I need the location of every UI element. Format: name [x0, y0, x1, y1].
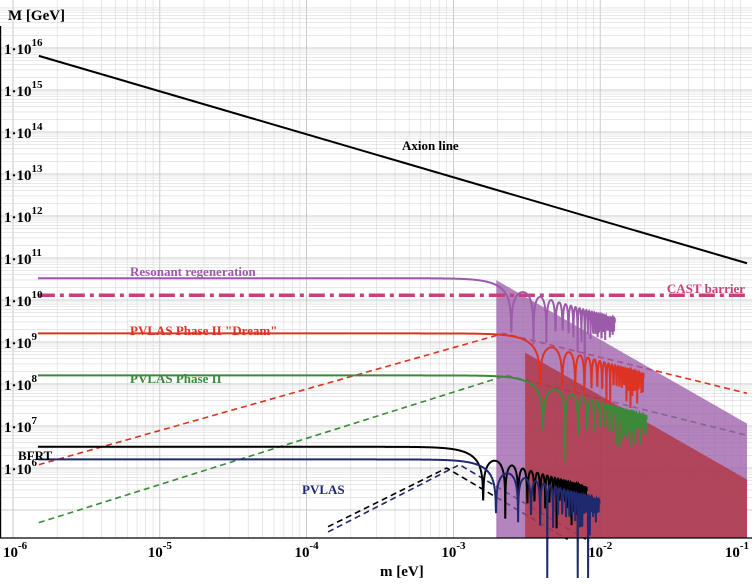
- x-tick-label: 10-5: [148, 540, 173, 561]
- series-label-pvlas-phase-ii: PVLAS Phase II: [130, 371, 222, 386]
- y-tick-label: 1·1016: [4, 37, 43, 58]
- x-tick-label: 10-1: [725, 540, 749, 561]
- y-tick-label-base: 1·10: [4, 168, 32, 184]
- series-label-cast-barrier: CAST barrier: [667, 281, 745, 296]
- y-tick-label-exponent: 8: [32, 373, 38, 385]
- y-tick-label-exponent: 14: [32, 121, 44, 133]
- plot-frame: [0, 26, 752, 539]
- series-label-axion-line: Axion line: [402, 138, 459, 153]
- x-tick-label-exponent: -2: [603, 540, 613, 552]
- y-tick-label: 1·109: [4, 331, 38, 352]
- y-tick-label-base: 1·10: [4, 42, 32, 58]
- x-tick-label: 10-2: [588, 540, 613, 561]
- y-tick-label-base: 1·10: [4, 210, 32, 226]
- y-tick-label-exponent: 15: [32, 79, 44, 91]
- x-tick-label-exponent: -5: [163, 540, 173, 552]
- x-tick-label-base: 10: [441, 545, 456, 561]
- x-tick-label: 10-3: [441, 540, 466, 561]
- x-tick-label-base: 10: [295, 545, 310, 561]
- y-tick-label-exponent: 7: [32, 415, 38, 427]
- series-line-pvlas: [37, 458, 601, 579]
- x-tick-label: 10-4: [295, 540, 320, 561]
- series-line-axion-line: [38, 54, 748, 265]
- x-tick-label-base: 10: [588, 545, 603, 561]
- y-tick-label-exponent: 11: [32, 247, 42, 259]
- y-tick-label: 1·1011: [4, 247, 42, 268]
- x-tick-label-base: 10: [3, 545, 18, 561]
- y-tick-label-exponent: 12: [32, 205, 44, 217]
- x-tick-label-base: 10: [148, 545, 163, 561]
- y-tick-label-base: 1·10: [4, 126, 32, 142]
- series-line-bfrt: [37, 445, 588, 529]
- series-label-bfrt: BFRT: [18, 448, 53, 463]
- y-tick-label-exponent: 9: [32, 331, 38, 343]
- x-tick-label-base: 10: [725, 545, 740, 561]
- x-axis-title: m [eV]: [380, 564, 424, 579]
- y-tick-label-base: 1·10: [4, 336, 32, 352]
- series-line-pvlas-phase-ii-dream: [37, 332, 645, 409]
- y-tick-label: 1·108: [4, 373, 38, 394]
- series-labels: Axion line CAST barrier Resonant regenerat…: [18, 138, 745, 497]
- x-tick-label-exponent: -6: [18, 540, 28, 552]
- y-tick-label-exponent: 13: [32, 163, 44, 175]
- y-tick-label-base: 1·10: [4, 84, 32, 100]
- series-line-resonant-regeneration: [37, 277, 616, 384]
- y-tick-label: 1·107: [4, 415, 38, 436]
- y-tick-label-base: 1·10: [4, 252, 32, 268]
- y-tick-label-base: 1·10: [4, 378, 32, 394]
- y-axis-title: M [GeV]: [8, 8, 65, 24]
- x-tick-label-exponent: -3: [456, 540, 466, 552]
- y-tick-label: 1·1012: [4, 205, 43, 226]
- y-tick-label-base: 1·10: [4, 420, 32, 436]
- series-label-pvlas-phase-ii-dream: PVLAS Phase II "Dream": [130, 323, 277, 338]
- y-tick-label-exponent: 16: [32, 37, 44, 49]
- y-tick-label: 1·1013: [4, 163, 43, 184]
- series-label-pvlas: PVLAS: [302, 482, 345, 497]
- y-tick-label-exponent: 6: [32, 457, 38, 469]
- y-tick-label: 1·1010: [4, 289, 43, 310]
- x-tick-label-exponent: -4: [310, 540, 320, 552]
- y-tick-label: 1·1014: [4, 121, 43, 142]
- y-tick-label-exponent: 10: [32, 289, 44, 301]
- grid: [0, 0, 752, 538]
- y-tick-label-base: 1·10: [4, 294, 32, 310]
- tick-labels: 1·1061·1071·1081·1091·10101·10111·10121·…: [3, 37, 749, 561]
- y-tick-label: 1·106: [4, 457, 38, 478]
- x-tick-label: 10-6: [3, 540, 28, 561]
- series-layer: [37, 54, 748, 579]
- y-tick-label-base: 1·10: [4, 462, 32, 478]
- x-tick-label-exponent: -1: [740, 540, 749, 552]
- series-line-pvlas-phase-ii: [37, 374, 648, 462]
- series-label-resonant-regeneration: Resonant regeneration: [130, 264, 257, 279]
- y-tick-label: 1·1015: [4, 79, 43, 100]
